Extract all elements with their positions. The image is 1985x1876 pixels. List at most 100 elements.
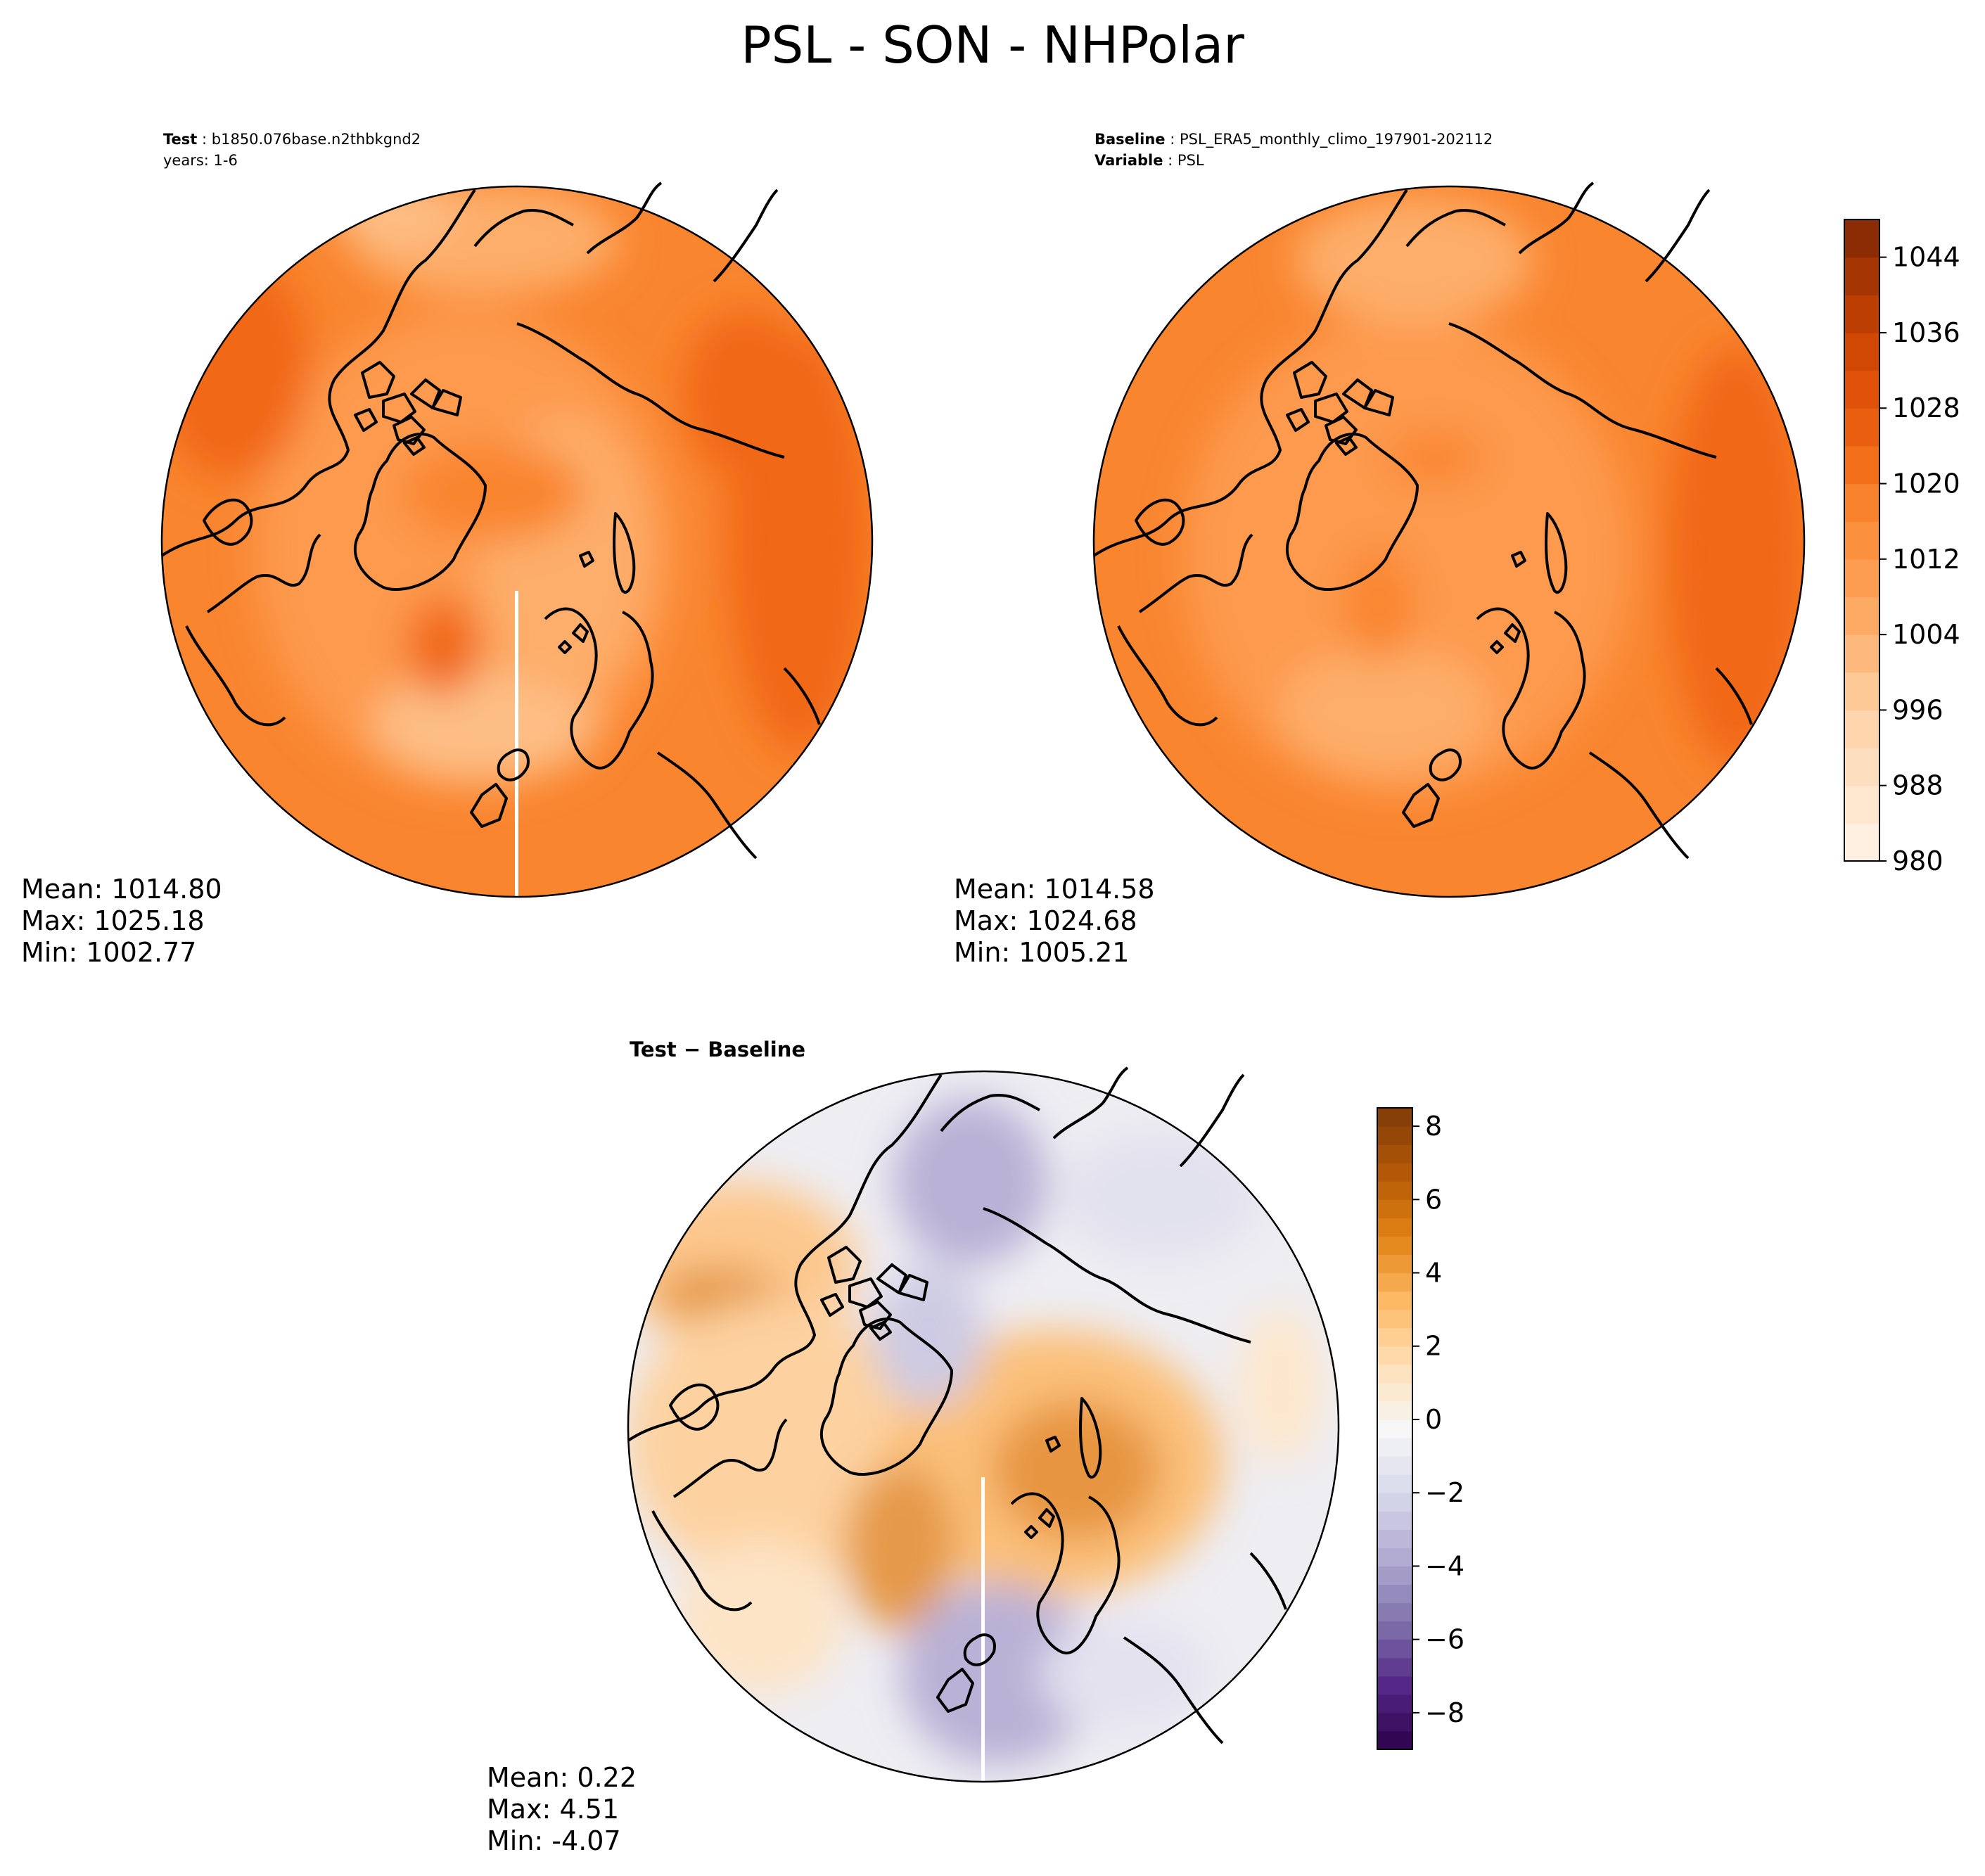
difference-colorbar-band: [1377, 1694, 1412, 1714]
difference-colorbar-tick-label: −6: [1425, 1624, 1464, 1655]
psl-colorbar-tick-label: 1012: [1892, 544, 1960, 575]
difference-colorbar-band: [1377, 1639, 1412, 1659]
difference-mean: Mean: 0.22: [487, 1762, 637, 1793]
test-years: years: 1-6: [163, 152, 238, 169]
psl-colorbar-tick-label: 996: [1892, 694, 1943, 725]
difference-colorbar-band: [1377, 1566, 1412, 1585]
figure-title: PSL - SON - NHPolar: [741, 15, 1244, 75]
test-stats: Mean: 1014.80 Max: 1025.18 Min: 1002.77: [21, 874, 222, 969]
difference-colorbar-band: [1377, 1529, 1412, 1548]
difference-colorbar-band: [1377, 1309, 1412, 1329]
psl-colorbar-band: [1844, 257, 1879, 295]
difference-colorbar-band: [1377, 1382, 1412, 1402]
baseline-map: [1092, 181, 1806, 898]
difference-colorbar-band: [1377, 1548, 1412, 1567]
test-min: Min: 1002.77: [21, 937, 197, 968]
psl-colorbar-ticks: 980 988 996 1004 1012 1020 1028 1036 1044: [1879, 242, 1960, 876]
difference-colorbar-band: [1377, 1474, 1412, 1493]
difference-colorbar-band: [1377, 1327, 1412, 1347]
baseline-max: Max: 1024.68: [954, 905, 1137, 936]
difference-colorbar-band: [1377, 1236, 1412, 1256]
difference-max: Max: 4.51: [487, 1794, 620, 1825]
psl-colorbar-band: [1844, 295, 1879, 333]
difference-colorbar-band: [1377, 1584, 1412, 1604]
difference-colorbar-tick-label: 0: [1425, 1404, 1442, 1435]
difference-colorbar-band: [1377, 1602, 1412, 1622]
psl-colorbar-band: [1844, 748, 1879, 786]
baseline-mean: Mean: 1014.58: [954, 874, 1155, 905]
difference-colorbar-band: [1377, 1163, 1412, 1182]
difference-colorbar-band: [1377, 1272, 1412, 1292]
psl-colorbar-tick-label: 980: [1892, 846, 1943, 876]
test-case-name: b1850.076base.n2thbkgnd2: [211, 131, 421, 148]
baseline-stats: Mean: 1014.58 Max: 1024.68 Min: 1005.21: [954, 874, 1155, 969]
difference-colorbar-band: [1377, 1657, 1412, 1677]
psl-colorbar-tick-label: 1044: [1892, 242, 1960, 273]
difference-colorbar-band: [1377, 1199, 1412, 1218]
baseline-min: Min: 1005.21: [954, 937, 1130, 968]
difference-colorbar-band: [1377, 1511, 1412, 1530]
difference-colorbar-band: [1377, 1419, 1412, 1438]
difference-panel-title: Test − Baseline: [630, 1038, 806, 1061]
psl-colorbar-tick-label: 1020: [1892, 468, 1960, 499]
difference-colorbar-tick-label: 4: [1425, 1258, 1442, 1289]
test-panel-header: Test : b1850.076base.n2thbkgnd2 years: 1…: [163, 129, 421, 171]
difference-colorbar-band: [1377, 1493, 1412, 1512]
psl-colorbar-band: [1844, 219, 1879, 258]
difference-colorbar-tick-label: −2: [1425, 1477, 1464, 1508]
test-mean: Mean: 1014.80: [21, 874, 222, 905]
psl-colorbar-tick-label: 1036: [1892, 317, 1960, 348]
difference-colorbar-band: [1377, 1730, 1412, 1750]
difference-colorbar-band: [1377, 1254, 1412, 1274]
psl-colorbar-band: [1844, 710, 1879, 748]
difference-colorbar-tick-label: 8: [1425, 1111, 1442, 1142]
difference-colorbar-tick-label: −4: [1425, 1550, 1464, 1581]
psl-colorbar-band: [1844, 483, 1879, 522]
psl-colorbar-band: [1844, 596, 1879, 635]
variable-name: PSL: [1177, 152, 1204, 169]
psl-colorbar-band: [1844, 559, 1879, 598]
difference-colorbar-band: [1377, 1400, 1412, 1420]
test-map: [160, 181, 874, 898]
difference-colorbar-band: [1377, 1108, 1412, 1127]
psl-colorbar-band: [1844, 672, 1879, 711]
psl-colorbar-band: [1844, 370, 1879, 409]
baseline-panel-header: Baseline : PSL_ERA5_monthly_climo_197901…: [1094, 131, 1493, 169]
difference-colorbar-band: [1377, 1676, 1412, 1695]
variable-label: Variable: [1094, 152, 1163, 169]
psl-colorbar-band: [1844, 785, 1879, 824]
difference-colorbar-tick-label: 2: [1425, 1331, 1442, 1362]
baseline-label: Baseline: [1094, 131, 1166, 148]
psl-colorbar: 980 988 996 1004 1012 1020 1028 1036 1044: [1844, 219, 1960, 876]
difference-colorbar-band: [1377, 1346, 1412, 1365]
difference-colorbar-tick-label: −8: [1425, 1697, 1464, 1728]
difference-colorbar-ticks: −8 −6 −4 −2 0 2 4 6 8: [1412, 1111, 1464, 1728]
difference-colorbar-band: [1377, 1218, 1412, 1237]
difference-colorbar-band: [1377, 1438, 1412, 1457]
difference-colorbar-band: [1377, 1364, 1412, 1384]
difference-map: [627, 1066, 1340, 1783]
difference-colorbar-band: [1377, 1126, 1412, 1145]
difference-min: Min: -4.07: [487, 1825, 621, 1856]
psl-colorbar-band: [1844, 521, 1879, 560]
psl-colorbar-tick-label: 1004: [1892, 619, 1960, 650]
difference-colorbar-band: [1377, 1181, 1412, 1200]
psl-colorbar-tick-label: 988: [1892, 770, 1943, 801]
difference-colorbar-band: [1377, 1621, 1412, 1640]
difference-colorbar-band: [1377, 1456, 1412, 1475]
psl-colorbar-band: [1844, 634, 1879, 673]
difference-colorbar-band: [1377, 1291, 1412, 1310]
baseline-case-name: PSL_ERA5_monthly_climo_197901-202112: [1179, 131, 1493, 148]
difference-colorbar-band: [1377, 1712, 1412, 1732]
test-max: Max: 1025.18: [21, 905, 205, 936]
psl-colorbar-band: [1844, 445, 1879, 485]
psl-colorbar-band: [1844, 408, 1879, 447]
test-label: Test: [163, 131, 198, 148]
difference-colorbar-band: [1377, 1144, 1412, 1163]
difference-colorbar-tick-label: 6: [1425, 1184, 1442, 1215]
difference-stats: Mean: 0.22 Max: 4.51 Min: -4.07: [487, 1762, 637, 1857]
psl-colorbar-tick-label: 1028: [1892, 393, 1960, 423]
difference-colorbar: −8 −6 −4 −2 0 2 4 6 8: [1377, 1107, 1464, 1750]
psl-colorbar-band: [1844, 332, 1879, 371]
